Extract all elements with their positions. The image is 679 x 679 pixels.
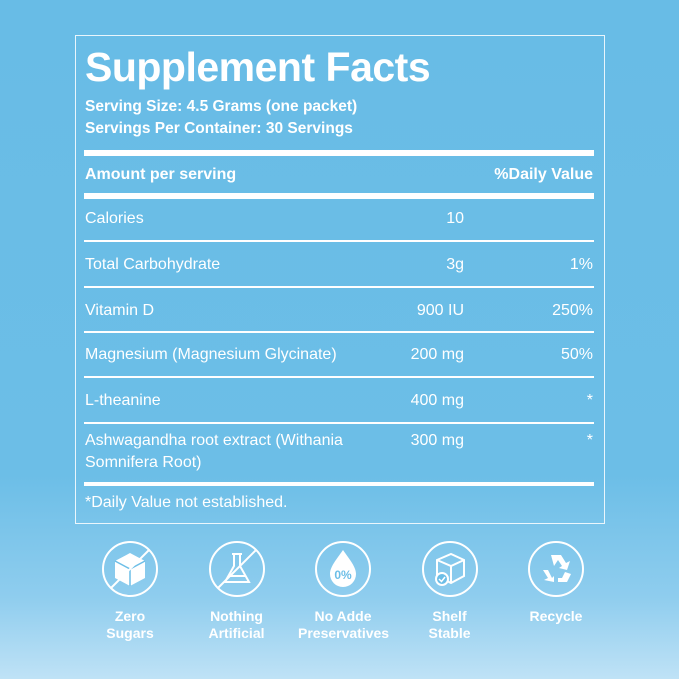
- nutrient-name: Magnesium (Magnesium Glycinate): [85, 346, 337, 363]
- nutrient-name-line2: Somnifera Root): [85, 454, 202, 471]
- serving-size: Serving Size: 4.5 Grams (one packet): [85, 98, 358, 115]
- divider: [84, 331, 594, 333]
- badge-label: No Adde: [314, 608, 372, 624]
- nutrient-dv: 250%: [552, 302, 593, 319]
- recycle-icon: [528, 541, 584, 597]
- badge-label: Sugars: [106, 625, 154, 641]
- nutrient-name: Vitamin D: [85, 302, 155, 319]
- divider: [84, 422, 594, 424]
- nutrient-dv: 1%: [569, 256, 593, 273]
- feature-badges: Zero Sugars Nothing Artificial 0% No Add…: [73, 540, 613, 642]
- amount-header: Amount per serving: [85, 166, 237, 183]
- supplement-facts-panel: Supplement Facts Serving Size: 4.5 Grams…: [75, 35, 605, 524]
- divider: [84, 240, 594, 242]
- badge-no-preservatives: 0% No Adde Preservatives: [298, 540, 390, 642]
- badge-zero-sugars: Zero Sugars: [85, 540, 175, 642]
- badge-nothing-artificial: Nothing Artificial: [192, 540, 282, 642]
- no-flask-icon: [208, 541, 265, 597]
- icon-text: 0%: [334, 568, 352, 582]
- nutrient-dv: *: [586, 392, 593, 409]
- nutrient-dv: *: [586, 432, 593, 449]
- badge-label: Artificial: [208, 625, 265, 641]
- nutrient-amount: 10: [446, 210, 464, 227]
- divider: [84, 286, 594, 288]
- dv-header: %Daily Value: [494, 166, 593, 183]
- page-title: Supplement Facts: [85, 44, 431, 90]
- nutrient-amount: 200 mg: [410, 346, 464, 363]
- drop-0-percent-icon: 0%: [315, 541, 371, 597]
- box-check-icon: [421, 541, 478, 597]
- badge-label: Stable: [428, 625, 471, 641]
- badge-shelf-stable: Shelf Stable: [405, 540, 495, 642]
- divider: [84, 150, 594, 156]
- badge-label: Nothing: [210, 608, 263, 624]
- nutrient-name: Total Carbohydrate: [85, 256, 221, 273]
- footnote: *Daily Value not established.: [85, 494, 288, 511]
- nutrient-dv: 50%: [560, 346, 593, 363]
- divider: [84, 376, 594, 378]
- nutrient-name: Calories: [85, 210, 144, 227]
- servings-per-container: Servings Per Container: 30 Servings: [85, 120, 353, 137]
- no-sugar-cube-icon: [102, 541, 158, 597]
- badge-label: Zero: [114, 608, 146, 624]
- badge-recycle: Recycle: [511, 540, 601, 642]
- nutrient-amount: 900 IU: [416, 302, 464, 319]
- badge-label: Preservatives: [298, 625, 390, 641]
- nutrient-amount: 400 mg: [410, 392, 464, 409]
- divider: [84, 482, 594, 486]
- nutrient-amount: 300 mg: [410, 432, 464, 449]
- nutrient-name: Ashwagandha root extract (Withania: [85, 432, 343, 449]
- divider: [84, 193, 594, 199]
- badge-label: Recycle: [529, 608, 583, 624]
- badge-label: Shelf: [432, 608, 467, 624]
- nutrient-amount: 3g: [446, 256, 464, 273]
- nutrient-name: L-theanine: [85, 392, 161, 409]
